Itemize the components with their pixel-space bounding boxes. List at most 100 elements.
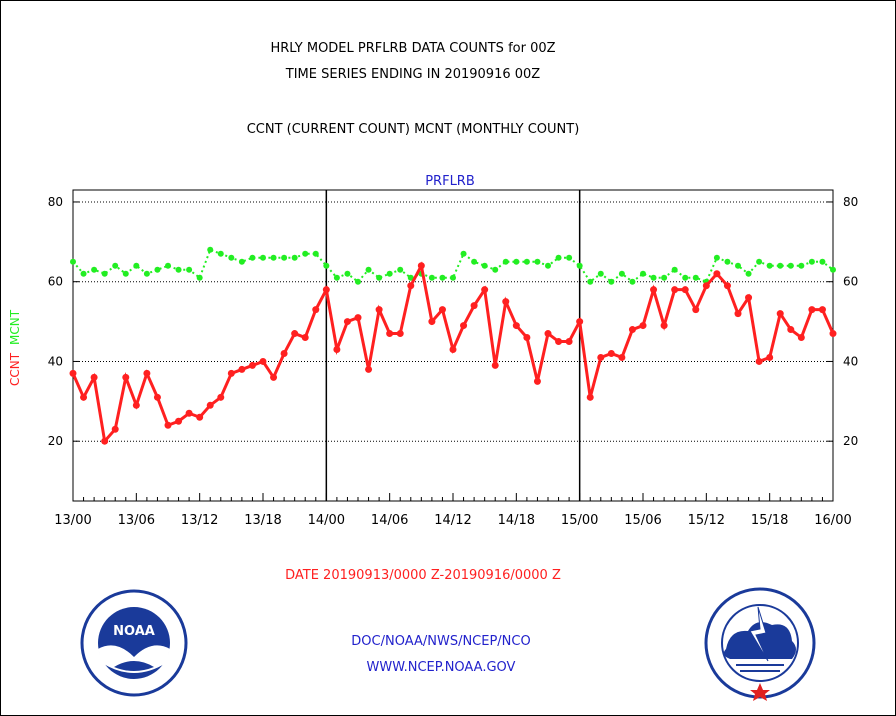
x-tick-label: 15/06 <box>624 513 661 528</box>
mcnt-data-point <box>798 262 805 269</box>
ccnt-data-point <box>555 338 563 346</box>
ccnt-data-point <box>396 330 404 338</box>
ccnt-data-point <box>808 306 816 314</box>
ccnt-data-point <box>227 369 235 377</box>
mcnt-data-point <box>186 266 193 273</box>
y-tick-label-right: 60 <box>843 275 858 289</box>
ccnt-data-point <box>481 286 489 294</box>
mcnt-data-point <box>777 262 784 269</box>
mcnt-data-point <box>217 250 224 257</box>
noaa-logo: NOAA <box>80 589 188 697</box>
ccnt-data-point <box>248 361 256 369</box>
x-tick-label: 14/12 <box>434 513 471 528</box>
mcnt-data-point <box>439 274 446 281</box>
ccnt-data-point <box>660 322 668 330</box>
ccnt-data-point <box>734 310 742 318</box>
ccnt-data-point <box>375 306 383 314</box>
mcnt-data-point <box>576 262 583 269</box>
ccnt-data-point <box>153 393 161 401</box>
mcnt-data-point <box>682 274 689 281</box>
chart-title-line2: TIME SERIES ENDING IN 20190916 00Z <box>285 67 541 82</box>
y-tick-label-right: 40 <box>843 354 858 368</box>
ccnt-data-point <box>101 437 109 445</box>
x-tick-label: 13/18 <box>244 513 281 528</box>
mcnt-data-point <box>692 274 699 281</box>
y-tick-label-right: 20 <box>843 434 858 448</box>
mcnt-data-point <box>597 270 604 277</box>
mcnt-data-point <box>450 274 456 281</box>
mcnt-data-point <box>724 258 731 265</box>
mcnt-data-point <box>270 254 277 261</box>
ccnt-data-point <box>143 369 151 377</box>
ccnt-data-point <box>90 373 98 381</box>
mcnt-data-point <box>70 258 76 265</box>
y-tick-label-left: 60 <box>48 275 63 289</box>
ccnt-data-point <box>417 262 425 270</box>
ccnt-data-point <box>639 322 647 330</box>
y-axis-label-mcnt: MCNT <box>8 309 22 345</box>
ccnt-data-point <box>829 330 837 338</box>
ccnt-data-point <box>776 310 784 318</box>
ccnt-data-point <box>238 365 246 373</box>
mcnt-data-point <box>165 262 171 269</box>
ccnt-data-point <box>365 365 373 373</box>
ccnt-data-point <box>428 318 436 326</box>
x-tick-label: 13/00 <box>54 513 91 528</box>
mcnt-data-point <box>481 262 488 269</box>
ccnt-data-point <box>502 298 510 306</box>
ccnt-data-point <box>723 282 731 290</box>
mcnt-data-point <box>260 254 266 261</box>
mcnt-data-point <box>492 266 499 273</box>
ccnt-data-point <box>607 349 615 357</box>
ccnt-data-point <box>533 377 541 385</box>
ccnt-data-point <box>565 338 573 346</box>
ccnt-data-point <box>713 270 721 278</box>
mcnt-data-point <box>766 262 773 269</box>
chart-title-line1: HRLY MODEL PRFLRB DATA COUNTS for 00Z <box>270 41 555 56</box>
noaa-logo-text: NOAA <box>113 624 155 639</box>
date-range-label: DATE 20190913/0000 Z-20190916/0000 Z <box>285 568 561 583</box>
mcnt-data-point <box>640 270 646 277</box>
mcnt-data-point <box>735 262 741 269</box>
ccnt-data-point <box>175 417 183 425</box>
ccnt-data-point <box>692 306 700 314</box>
mcnt-data-point <box>756 258 763 265</box>
mcnt-data-point <box>407 274 414 281</box>
ccnt-data-point <box>259 357 267 365</box>
mcnt-data-point <box>566 254 573 261</box>
ccnt-data-point <box>681 286 689 294</box>
mcnt-data-point <box>376 274 383 281</box>
ccnt-data-point <box>164 421 172 429</box>
mcnt-data-point <box>302 250 309 257</box>
agency-url-link[interactable]: WWW.NCEP.NOAA.GOV <box>367 660 516 675</box>
mcnt-data-point <box>175 266 182 273</box>
ccnt-data-point <box>322 286 330 294</box>
ccnt-data-point <box>206 401 214 409</box>
ccnt-data-point <box>333 345 341 353</box>
mcnt-data-point <box>228 254 235 261</box>
mcnt-data-point <box>122 270 129 277</box>
mcnt-data-point <box>460 250 467 257</box>
mcnt-data-point <box>249 254 256 261</box>
mcnt-data-point <box>502 258 509 265</box>
plot-title: PRFLRB <box>425 174 475 189</box>
ccnt-data-point <box>586 393 594 401</box>
ccnt-data-point <box>618 353 626 361</box>
y-tick-label-left: 80 <box>48 195 63 209</box>
ccnt-data-point <box>797 334 805 342</box>
ccnt-data-point <box>312 306 320 314</box>
ccnt-data-point <box>766 353 774 361</box>
mcnt-data-point <box>91 266 98 273</box>
x-tick-label: 14/18 <box>498 513 535 528</box>
mcnt-data-point <box>608 278 615 285</box>
x-tick-label: 13/12 <box>181 513 218 528</box>
mcnt-data-point <box>355 278 361 285</box>
ccnt-data-point <box>217 393 225 401</box>
mcnt-data-point <box>344 270 351 277</box>
ccnt-data-point <box>449 345 457 353</box>
ccnt-data-point <box>491 361 499 369</box>
chart-subtitle: CCNT (CURRENT COUNT) MCNT (MONTHLY COUNT… <box>247 122 580 137</box>
mcnt-data-point <box>661 274 668 281</box>
ccnt-data-point <box>671 286 679 294</box>
mcnt-data-point <box>471 258 478 265</box>
